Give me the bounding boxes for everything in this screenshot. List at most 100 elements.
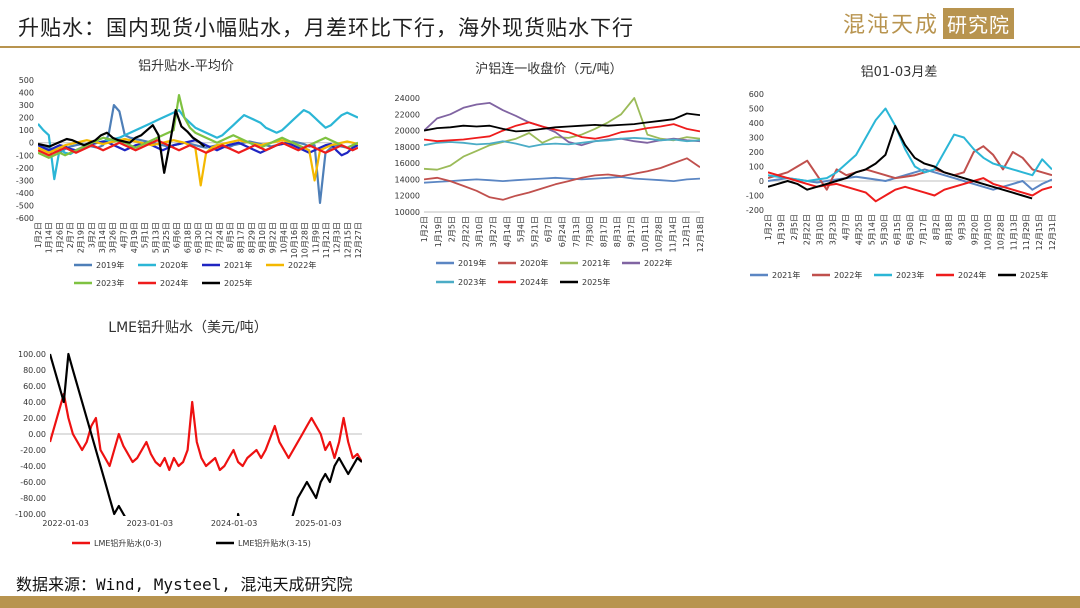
x-tick-label: 9月17日: [627, 216, 636, 247]
x-tick-label: 10月28日: [301, 222, 310, 258]
y-tick-label: -200: [746, 206, 764, 215]
x-tick-label: 6月30日: [194, 222, 203, 253]
x-tick-label: 2023-01-03: [127, 519, 174, 528]
x-tick-label: 8月31日: [613, 216, 622, 247]
spread-chart-title: 铝01-03月差: [861, 65, 938, 80]
y-tick-label: 500: [19, 76, 34, 85]
x-tick-label: 3月14日: [98, 222, 107, 253]
x-tick-label: 2月19日: [77, 222, 86, 253]
x-tick-label: 1月14日: [45, 222, 54, 253]
footer-bar: [0, 596, 1080, 608]
x-tick-label: 12月27日: [354, 222, 363, 258]
x-tick-label: 4月25日: [854, 214, 863, 245]
y-tick-label: -100.00: [15, 510, 46, 519]
legend-label: 2022年: [834, 270, 862, 280]
y-tick-label: 60.00: [23, 382, 46, 391]
premium-chart-svg: 铝升贴水-平均价 500 400 300 200 100 0 -100 -200 -300 -400…: [16, 59, 363, 288]
x-tick-label: 5月21日: [530, 216, 539, 247]
x-tick-label: 2月22日: [803, 214, 812, 245]
y-tick-label: -500: [16, 201, 34, 210]
data-source: 数据来源：Wind, Mysteel, 混沌天成研究院: [16, 575, 353, 594]
y-tick-label: 400: [19, 89, 34, 98]
y-tick-label: 0.00: [28, 430, 46, 439]
spot-price-chart: 沪铝连一收盘价（元/吨） 24000 22000 20000 18000 16000 140…: [384, 56, 714, 306]
x-tick-label: 8月5日: [226, 222, 235, 248]
header: 升贴水：国内现货小幅贴水，月差环比下行，海外现货贴水下行 混沌天成 研究院: [0, 0, 1080, 48]
header-divider: [0, 46, 1080, 48]
y-tick-label: 40.00: [23, 398, 46, 407]
x-tick-label: 3月2日: [87, 222, 96, 248]
x-tick-label: 12月1日: [682, 216, 691, 247]
x-tick-label: 2025-01-03: [295, 519, 342, 528]
series-line: [424, 102, 700, 147]
y-tick-label: 600: [749, 90, 764, 99]
logo-text: 混沌天成: [843, 13, 940, 38]
x-tick-label: 2月5日: [448, 216, 457, 242]
x-tick-label: 4月19日: [130, 222, 139, 253]
month-spread-chart: 铝01-03月差 600 500 400 300 200 100 0 -100 -200 1月2日 1…: [734, 58, 1064, 294]
y-tick-label: 18000: [395, 143, 420, 152]
legend-label: 2024年: [520, 277, 548, 287]
y-tick-label: 16000: [395, 159, 420, 168]
x-tick-label: 5月13日: [151, 222, 160, 253]
y-tick-label: 200: [19, 114, 34, 123]
series-line: [424, 97, 700, 171]
x-tick-label: 6月18日: [183, 222, 192, 253]
lme-chart-title: LME铝升贴水（美元/吨）: [108, 320, 267, 336]
legend-label: 2024年: [160, 278, 188, 288]
company-logo: 混沌天成 研究院: [843, 7, 1015, 39]
x-tick-label: 5月4日: [517, 216, 526, 242]
y-tick-label: -40.00: [20, 462, 46, 471]
legend-label: 2025年: [224, 278, 252, 288]
legend-label: 2025年: [582, 277, 610, 287]
x-tick-label: 10月16日: [290, 222, 299, 258]
x-tick-label: 12月3日: [333, 222, 342, 253]
x-tick-label: 1月2日: [34, 222, 43, 248]
y-tick-label: 100.00: [18, 350, 46, 359]
y-tick-label: 22000: [395, 110, 420, 119]
y-tick-label: 20000: [395, 127, 420, 136]
y-tick-label: 0: [759, 177, 764, 186]
x-tick-label: 10月28日: [655, 216, 664, 252]
y-tick-label: -100: [746, 192, 764, 201]
x-tick-label: 3月26日: [109, 222, 118, 253]
x-tick-label: 3月23日: [829, 214, 838, 245]
x-tick-label: 4月14日: [503, 216, 512, 247]
series-line: [38, 108, 206, 174]
x-tick-label: 7月13日: [572, 216, 581, 247]
series-line: [50, 392, 362, 472]
y-tick-label: 12000: [395, 192, 420, 201]
y-tick-label: -80.00: [20, 494, 46, 503]
x-tick-label: 8月18日: [945, 214, 954, 245]
legend-label: LME铝升贴水(0-3): [94, 538, 162, 548]
x-tick-label: 5月1日: [141, 222, 150, 248]
y-tick-label: -60.00: [20, 478, 46, 487]
x-tick-label: 10月4日: [279, 222, 288, 253]
x-tick-label: 2024-01-03: [211, 519, 258, 528]
lme-premium-chart: LME铝升贴水（美元/吨） 100.00 80.00 60.00 40.00 20.00 0…: [6, 312, 370, 556]
y-tick-label: 300: [749, 134, 764, 143]
lme-premium-chart-svg: LME铝升贴水（美元/吨） 100.00 80.00 60.00 40.00 20.00 0…: [15, 320, 362, 548]
legend-label: LME铝升贴水(3-15): [238, 538, 311, 548]
x-tick-label: 6月6日: [173, 222, 182, 248]
series-line: [424, 137, 700, 148]
x-tick-label: 10月10日: [983, 214, 992, 250]
page-title: 升贴水：国内现货小幅贴水，月差环比下行，海外现货贴水下行: [18, 16, 634, 40]
x-tick-label: 7月30日: [586, 216, 595, 247]
y-tick-label: -200: [16, 164, 34, 173]
y-tick-label: 100: [749, 163, 764, 172]
x-tick-label: 9月3日: [958, 214, 967, 240]
x-tick-label: 1月19日: [434, 216, 443, 247]
x-tick-label: 1月19日: [777, 214, 786, 245]
x-tick-label: 12月15日: [343, 222, 352, 258]
y-tick-label: 100: [19, 126, 34, 135]
x-tick-label: 11月14日: [668, 216, 677, 252]
x-tick-label: 8月29日: [247, 222, 256, 253]
x-tick-label: 8月2日: [932, 214, 941, 240]
y-tick-label: 300: [19, 101, 34, 110]
y-tick-label: 0: [29, 139, 34, 148]
x-tick-label: 6月15日: [893, 214, 902, 245]
legend-label: 2023年: [896, 270, 924, 280]
y-tick-label: 14000: [395, 175, 420, 184]
